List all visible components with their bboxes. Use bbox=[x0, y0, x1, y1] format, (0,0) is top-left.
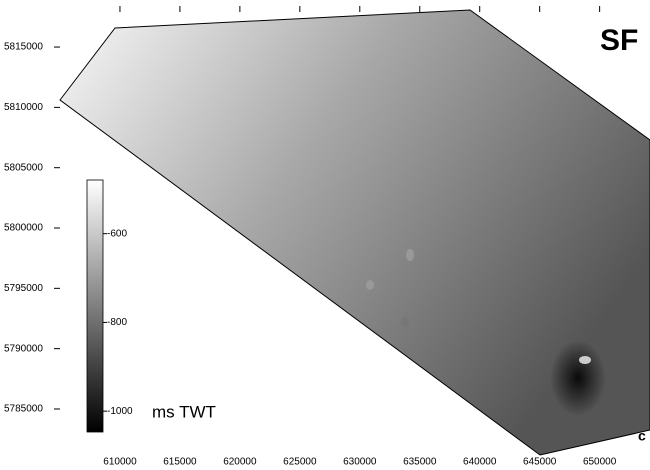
y-tick-label: 5800000 bbox=[4, 223, 43, 234]
x-tick-label: 620000 bbox=[223, 457, 257, 468]
x-tick-label: 610000 bbox=[103, 457, 137, 468]
y-tick-label: 5805000 bbox=[4, 162, 43, 173]
x-tick-label: 645000 bbox=[523, 457, 557, 468]
colorbar-label: ms TWT bbox=[152, 402, 216, 421]
y-tick-label: 5785000 bbox=[4, 404, 43, 415]
y-tick-label: 5810000 bbox=[4, 102, 43, 113]
surface-texture bbox=[366, 249, 606, 416]
colorbar bbox=[86, 179, 104, 433]
x-tick-label: 615000 bbox=[163, 457, 197, 468]
panel-title: SF bbox=[600, 24, 638, 57]
x-tick-label: 650000 bbox=[583, 457, 617, 468]
colorbar-tick-label: -800 bbox=[107, 317, 127, 328]
x-tick-label: 625000 bbox=[283, 457, 317, 468]
panel-label: c bbox=[638, 428, 646, 444]
seismic-surface bbox=[59, 9, 650, 456]
y-tick-label: 5790000 bbox=[4, 343, 43, 354]
colorbar-tick-label: -600 bbox=[107, 228, 127, 239]
colorbar-tick-label: -1000 bbox=[107, 406, 133, 417]
y-tick-label: 5815000 bbox=[4, 42, 43, 53]
x-tick-label: 640000 bbox=[463, 457, 497, 468]
x-tick-label: 635000 bbox=[403, 457, 437, 468]
y-tick-label: 5795000 bbox=[4, 283, 43, 294]
x-tick-label: 630000 bbox=[343, 457, 377, 468]
